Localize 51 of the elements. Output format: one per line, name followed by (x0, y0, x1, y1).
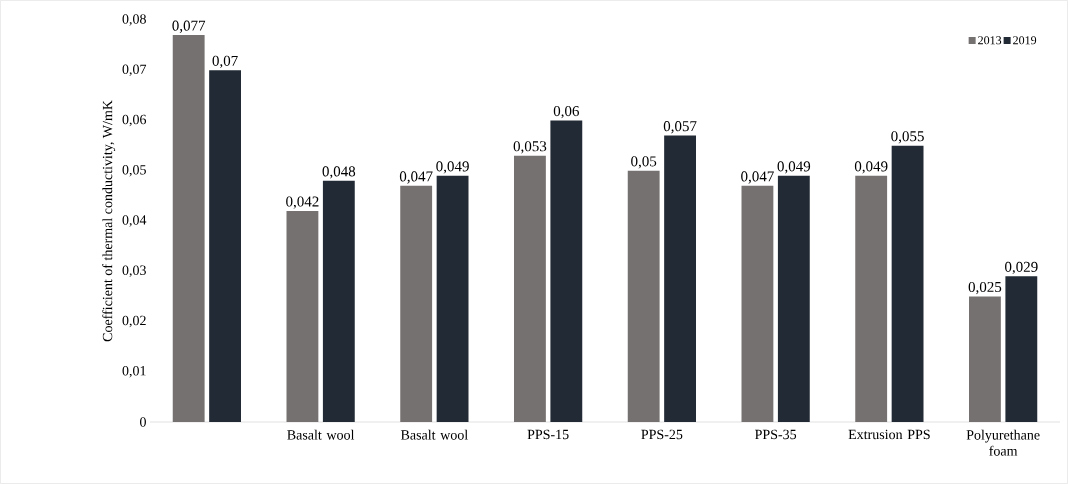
data-label: 0,042 (286, 196, 319, 209)
bar (209, 70, 241, 422)
data-label: 0,029 (1005, 261, 1038, 275)
bar (322, 180, 355, 422)
bar (172, 35, 205, 422)
x-tick-label: PPS-25 (641, 429, 683, 440)
bar (286, 210, 319, 422)
y-tick-label: 0,05 (122, 165, 146, 177)
x-tick-label: Basalt wool (400, 429, 468, 440)
bar (664, 135, 696, 422)
y-tick-label: 0 (140, 417, 146, 427)
data-label: 0,049 (436, 161, 469, 174)
data-label: 0,077 (172, 20, 206, 33)
y-tick-label: 0,06 (122, 114, 147, 127)
y-tick-label: 0,08 (122, 14, 146, 26)
data-label: 0,055 (891, 131, 924, 144)
x-tick-label: PPS-35 (755, 429, 797, 440)
data-label: 0,047 (399, 171, 433, 184)
x-tick-label: Basalt wool (287, 429, 355, 440)
bar (969, 296, 1001, 422)
data-label: 0,06 (553, 106, 579, 119)
y-tick-label: 0,07 (122, 64, 147, 76)
y-tick-label: 0,03 (122, 265, 146, 277)
bar (855, 175, 888, 422)
x-tick-label: Polyurethane foam (966, 429, 1040, 456)
data-label: 0,049 (777, 161, 811, 174)
bar (891, 145, 924, 422)
bar (436, 175, 469, 422)
bar (550, 120, 583, 422)
data-label: 0,025 (968, 281, 1002, 295)
bar (400, 185, 433, 422)
legend-label: 2019 (1013, 36, 1037, 45)
y-axis-title: Coefficient of thermal conductivity, W/mK (102, 100, 116, 342)
data-label: 0,05 (631, 156, 657, 169)
data-label: 0,048 (322, 166, 356, 179)
bar (777, 175, 810, 422)
bar (1005, 276, 1038, 422)
data-label: 0,053 (513, 141, 547, 154)
bar (741, 185, 774, 422)
data-label: 0,049 (854, 161, 888, 174)
y-tick-label: 0,01 (122, 366, 146, 378)
y-tick-label: 0,04 (122, 215, 147, 227)
data-label: 0,057 (663, 121, 697, 134)
x-tick-label: Extrusion PPS (848, 429, 930, 440)
data-label: 0,07 (212, 55, 238, 69)
data-label: 0,047 (741, 171, 774, 184)
y-tick-label: 0,02 (122, 315, 146, 328)
legend-label: 2013 (978, 36, 1002, 45)
x-tick-label: PPS-15 (527, 429, 569, 440)
bar (627, 170, 660, 422)
bar (514, 155, 546, 422)
